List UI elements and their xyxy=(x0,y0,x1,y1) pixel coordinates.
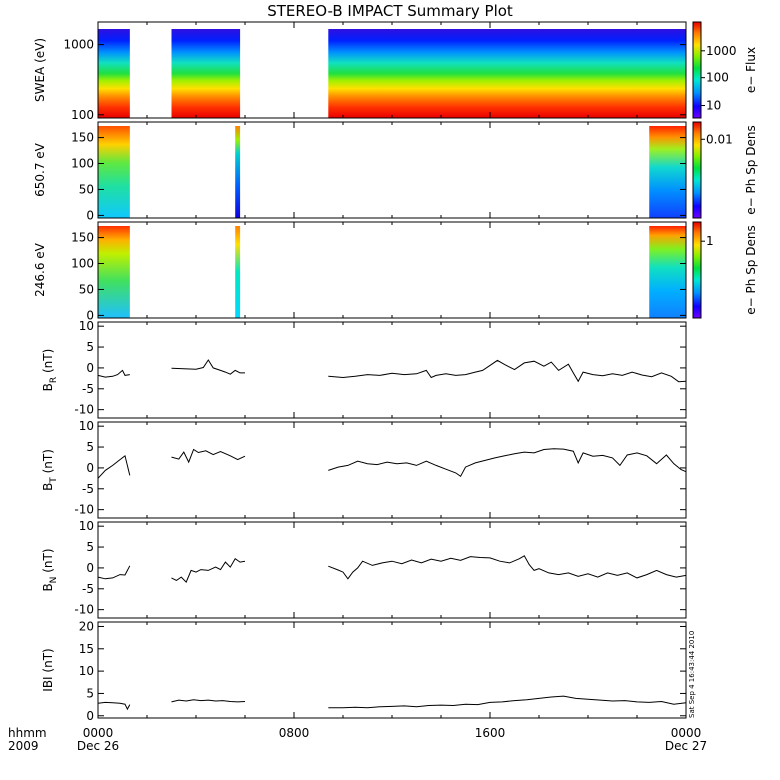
panel-babs: 0 5 10 15 20 IBI (nT) xyxy=(41,619,687,723)
panel-pad246: 1 e− Ph Sp Dens 0 50 100 150 246.6 eV xyxy=(33,221,758,322)
frame-pad246 xyxy=(97,221,687,319)
heatmap-block-swea-1 xyxy=(171,29,241,118)
ytick-label-pad650-3: 150 xyxy=(71,131,94,145)
ytick-label-pad246-1: 50 xyxy=(79,282,94,296)
series-line-bn-2 xyxy=(328,555,687,580)
ytick-label-bn-3: 5 xyxy=(86,540,94,554)
panel-bn: -10 -5 0 5 10 BN (nT) xyxy=(41,519,687,619)
panel-pad650: 0.01 e− Ph Sp Dens 0 50 100 150 650.7 eV xyxy=(33,121,758,222)
ylabel-br: BR (nT) xyxy=(41,349,59,392)
ytick-label-bt-1: -5 xyxy=(82,482,94,496)
ytick-label-swea-0: 100 xyxy=(71,108,94,122)
colorbar-tick-label: 100 xyxy=(706,71,729,85)
frame-bn xyxy=(97,521,687,619)
time-label: hhmm xyxy=(8,726,47,740)
ytick-label-babs-1: 5 xyxy=(86,686,94,700)
ytick-label-pad246-2: 100 xyxy=(71,257,94,271)
heatmap-block-pad246-1 xyxy=(235,226,241,318)
ylabel-bt: BT (nT) xyxy=(41,449,59,491)
ylabel-babs: IBI (nT) xyxy=(41,648,55,691)
series-line-br-1 xyxy=(171,359,245,375)
heatmap-block-pad650-0 xyxy=(98,126,130,218)
xtick-date-3: Dec 27 xyxy=(665,739,707,753)
series-line-bn-0 xyxy=(97,565,131,580)
series-line-babs-1 xyxy=(171,699,246,703)
heatmap-block-pad246-0 xyxy=(98,226,130,318)
ytick-label-bn-0: -10 xyxy=(74,603,94,617)
plot-title: STEREO-B IMPACT Summary Plot xyxy=(267,2,513,20)
xtick-label-3: 0000 xyxy=(671,726,702,740)
ytick-label-br-2: 0 xyxy=(86,361,94,375)
ytick-label-pad650-0: 0 xyxy=(86,208,94,222)
frame-br xyxy=(97,321,687,419)
ytick-label-br-1: -5 xyxy=(82,382,94,396)
panel-br: -10 -5 0 5 10 BR (nT) xyxy=(41,319,687,419)
ytick-label-babs-2: 10 xyxy=(79,664,94,678)
ytick-label-bn-2: 0 xyxy=(86,561,94,575)
series-line-babs-2 xyxy=(328,695,687,709)
colorbar-tick-label: 1 xyxy=(706,234,714,248)
series-line-bn-1 xyxy=(171,557,246,583)
panel-bt: -10 -5 0 5 10 BT (nT) xyxy=(41,419,687,519)
colorbar-tick-label: 10 xyxy=(706,99,721,113)
series-line-babs-0 xyxy=(97,701,131,711)
colorbar-tick-label: 1000 xyxy=(706,44,737,58)
heatmap-block-pad650-2 xyxy=(649,126,686,218)
ytick-label-babs-3: 15 xyxy=(79,642,94,656)
xtick-label-2: 1600 xyxy=(475,726,506,740)
series-line-bt-2 xyxy=(328,448,687,478)
ytick-label-br-3: 5 xyxy=(86,340,94,354)
ytick-label-pad246-0: 0 xyxy=(86,308,94,322)
ytick-label-pad650-1: 50 xyxy=(79,182,94,196)
series-line-bt-0 xyxy=(97,454,131,479)
xtick-date-0: Dec 26 xyxy=(77,739,119,753)
ytick-label-bn-1: -5 xyxy=(82,582,94,596)
frame-bt xyxy=(97,421,687,519)
series-line-bt-1 xyxy=(171,448,246,464)
ytick-label-br-4: 10 xyxy=(79,319,94,333)
ytick-label-bt-3: 5 xyxy=(86,440,94,454)
year-label: 2009 xyxy=(8,739,39,753)
colorbar-label-pad246: e− Ph Sp Dens xyxy=(744,225,758,314)
colorbar-tick-label: 0.01 xyxy=(706,132,733,146)
colorbar-pad246 xyxy=(692,221,702,319)
series-line-br-0 xyxy=(97,369,130,378)
heatmap-block-pad246-2 xyxy=(649,226,686,318)
colorbar-pad650 xyxy=(692,121,702,219)
ytick-label-swea-1: 1000 xyxy=(63,38,94,52)
ytick-label-babs-0: 0 xyxy=(86,709,94,723)
heatmap-block-swea-0 xyxy=(98,29,130,118)
ytick-label-bt-0: -10 xyxy=(74,503,94,517)
ytick-label-pad650-2: 100 xyxy=(71,157,94,171)
heatmap-block-swea-2 xyxy=(328,29,686,118)
colorbar-swea xyxy=(692,21,702,119)
frame-babs xyxy=(97,621,687,719)
xtick-label-0: 0000 xyxy=(83,726,114,740)
ylabel-pad246: 246.6 eV xyxy=(33,242,47,297)
ytick-label-pad246-3: 150 xyxy=(71,231,94,245)
heatmap-block-pad650-1 xyxy=(235,126,241,218)
xtick-label-1: 0800 xyxy=(279,726,310,740)
ylabel-pad650: 650.7 eV xyxy=(33,142,47,197)
ytick-label-br-0: -10 xyxy=(74,403,94,417)
ytick-label-bt-2: 0 xyxy=(86,461,94,475)
ytick-label-bt-4: 10 xyxy=(79,419,94,433)
colorbar-label-pad650: e− Ph Sp Dens xyxy=(744,125,758,214)
colorbar-label-swea: e− Flux xyxy=(744,47,758,93)
ylabel-bn: BN (nT) xyxy=(41,548,59,591)
panel-swea: 10 100 1000 e− Flux 100 1000 SWEA (eV) xyxy=(33,21,758,122)
series-line-br-2 xyxy=(328,359,687,383)
ylabel-swea: SWEA (eV) xyxy=(33,38,47,102)
ytick-label-babs-4: 20 xyxy=(79,619,94,633)
ytick-label-bn-4: 10 xyxy=(79,519,94,533)
timestamp-label: Sat Sep 4 16:43:44 2010 xyxy=(688,631,696,718)
frame-pad650 xyxy=(97,121,687,219)
